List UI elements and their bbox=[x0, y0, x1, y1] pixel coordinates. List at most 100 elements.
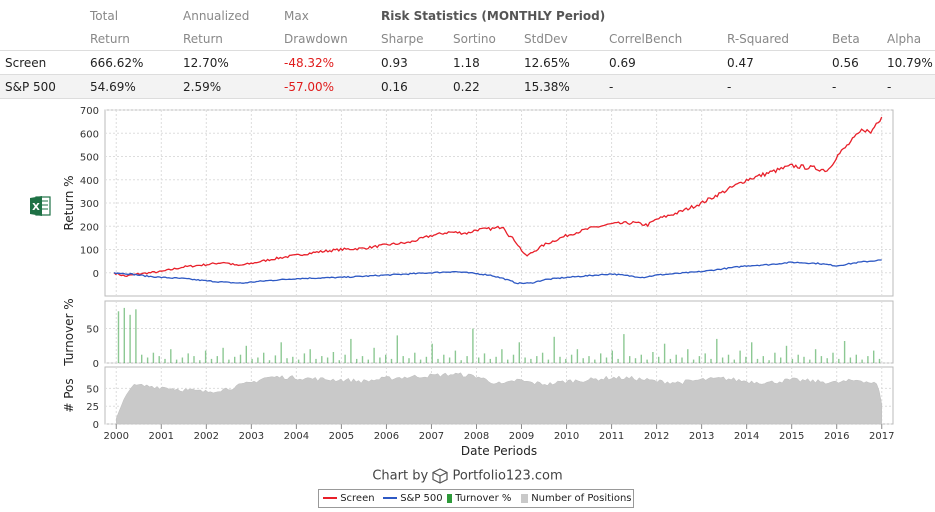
turnover-bar bbox=[820, 356, 823, 363]
excel-export-icon[interactable]: X bbox=[29, 195, 51, 217]
turnover-bar bbox=[234, 356, 236, 363]
y-tick-label: 300 bbox=[80, 199, 99, 210]
turnover-bar bbox=[117, 311, 120, 363]
x-tick-label: 2001 bbox=[149, 431, 174, 442]
turnover-bar bbox=[721, 357, 724, 363]
beta: - bbox=[827, 74, 882, 99]
turnover-bar bbox=[495, 356, 497, 363]
turnover-bar bbox=[791, 358, 794, 363]
sharpe: 0.93 bbox=[376, 50, 448, 75]
turnover-bar bbox=[675, 354, 677, 363]
x-tick-label: 2010 bbox=[554, 431, 579, 442]
turnover-bar bbox=[332, 352, 335, 363]
legend-item-screen[interactable]: Screen bbox=[323, 493, 375, 504]
turnover-bar bbox=[390, 358, 393, 363]
turnover-bar bbox=[629, 356, 631, 363]
y-axis-label: Return % bbox=[62, 175, 76, 230]
correl-bench: 0.69 bbox=[604, 50, 722, 75]
turnover-bar bbox=[652, 352, 654, 363]
turnover-bar bbox=[146, 357, 149, 363]
turnover-bar bbox=[193, 356, 195, 363]
total-return: 54.69% bbox=[85, 74, 178, 99]
turnover-bar bbox=[187, 353, 189, 363]
header-cell: Drawdown bbox=[284, 31, 348, 46]
sp500-line bbox=[113, 259, 882, 285]
turnover-bar bbox=[843, 341, 846, 363]
x-tick-label: 2016 bbox=[824, 431, 849, 442]
turnover-bar bbox=[512, 354, 515, 363]
x-tick-label: 2015 bbox=[779, 431, 804, 442]
turnover-bar bbox=[164, 358, 166, 363]
turnover-bar bbox=[681, 357, 683, 363]
turnover-bar bbox=[129, 314, 131, 363]
sortino: 0.22 bbox=[448, 74, 519, 99]
turnover-bar bbox=[861, 359, 863, 363]
turnover-bar bbox=[361, 356, 364, 363]
header-cell: Alpha bbox=[887, 31, 922, 46]
turnover-bar bbox=[425, 356, 428, 363]
alpha: - bbox=[882, 74, 935, 99]
table-row: S&P 500 54.69% 2.59% -57.00% 0.16 0.22 1… bbox=[0, 74, 935, 99]
stddev: 15.38% bbox=[519, 74, 604, 99]
turnover-bar bbox=[419, 359, 422, 363]
header-cell: Sortino bbox=[453, 31, 496, 46]
header-cell: Return bbox=[90, 31, 130, 46]
legend-label: Turnover % bbox=[455, 493, 512, 504]
turnover-bar bbox=[483, 353, 486, 363]
r-squared: 0.47 bbox=[722, 50, 827, 75]
turnover-bar bbox=[507, 359, 509, 363]
turnover-bar bbox=[814, 349, 817, 363]
turnover-bar bbox=[559, 356, 561, 363]
turnover-bar bbox=[867, 356, 869, 363]
turnover-bar bbox=[158, 356, 160, 363]
y-tick-label: 100 bbox=[80, 246, 99, 257]
legend-item-sp500[interactable]: S&P 500 bbox=[383, 493, 443, 504]
turnover-bar bbox=[222, 347, 224, 363]
x-axis-label: Date Periods bbox=[461, 444, 537, 458]
turnover-bar bbox=[716, 338, 718, 363]
turnover-bar bbox=[809, 359, 811, 363]
turnover-bar bbox=[152, 352, 155, 363]
x-tick-label: 2009 bbox=[509, 431, 534, 442]
turnover-bar bbox=[541, 352, 544, 363]
turnover-bar bbox=[356, 358, 358, 363]
credit-brand[interactable]: Portfolio123.com bbox=[452, 468, 563, 484]
turnover-bar bbox=[524, 357, 526, 363]
turnover-bar bbox=[873, 350, 875, 363]
stddev: 12.65% bbox=[519, 50, 604, 75]
turnover-bar bbox=[530, 358, 532, 363]
x-tick-label: 2014 bbox=[734, 431, 759, 442]
x-tick-label: 2004 bbox=[284, 431, 309, 442]
turnover-bar bbox=[326, 357, 329, 363]
legend-item-turnover[interactable]: Turnover % bbox=[447, 493, 511, 504]
header-cell: CorrelBench bbox=[609, 31, 683, 46]
turnover-bar bbox=[466, 356, 468, 363]
turnover-bar bbox=[175, 359, 178, 363]
turnover-bar bbox=[408, 358, 410, 363]
legend-item-positions[interactable]: Number of Positions bbox=[521, 493, 632, 504]
sharpe: 0.16 bbox=[376, 74, 448, 99]
turnover-bar bbox=[780, 357, 782, 363]
turnover-bar bbox=[123, 307, 125, 363]
header-cell: Total bbox=[90, 8, 119, 23]
turnover-bar bbox=[448, 357, 451, 363]
turnover-bar bbox=[501, 349, 503, 363]
turnover-bar bbox=[646, 359, 648, 363]
stats-header-row-1: Total Annualized Max Risk Statistics (MO… bbox=[0, 4, 935, 27]
beta: 0.56 bbox=[827, 50, 882, 75]
turnover-bar bbox=[431, 343, 433, 363]
y-tick-label: 700 bbox=[80, 106, 99, 117]
turnover-bar bbox=[733, 359, 735, 363]
turnover-bar bbox=[460, 360, 462, 363]
plot-area bbox=[104, 300, 894, 364]
turnover-bar bbox=[547, 359, 550, 363]
turnover-bar bbox=[309, 349, 311, 363]
y-tick-label: 400 bbox=[80, 176, 99, 187]
turnover-bar bbox=[437, 358, 439, 363]
turnover-bar bbox=[855, 354, 857, 363]
turnover-bar bbox=[658, 356, 660, 363]
max-drawdown: -57.00% bbox=[279, 74, 376, 99]
header-cell: Return bbox=[183, 31, 223, 46]
header-cell: StdDev bbox=[524, 31, 568, 46]
sortino: 1.18 bbox=[448, 50, 519, 75]
